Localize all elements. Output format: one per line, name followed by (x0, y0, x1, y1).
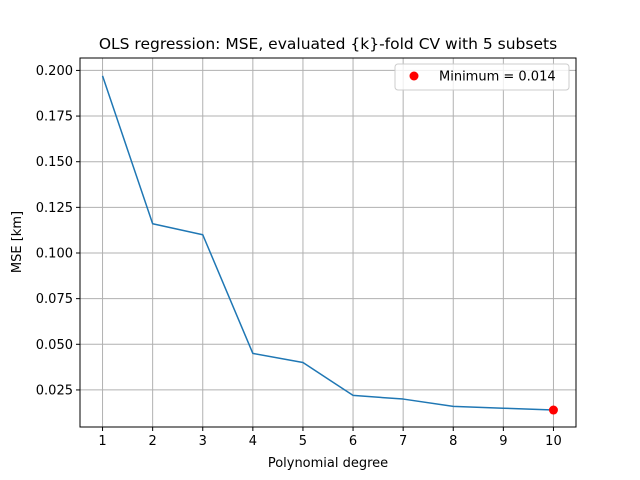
y-tick-label: 0.075 (36, 292, 73, 307)
x-tick-label: 5 (299, 434, 307, 449)
x-tick-label: 2 (149, 434, 157, 449)
x-tick-label: 4 (249, 434, 257, 449)
x-tick-label: 7 (399, 434, 407, 449)
axis-ticks: 1 2 3 4 5 6 7 8 9 10 0.025 0.050 0.075 0.100 0.125 0.15… (36, 64, 562, 449)
legend-marker (409, 71, 419, 81)
x-tick-label: 6 (349, 434, 357, 449)
x-tick-label: 9 (499, 434, 507, 449)
x-tick-label: 8 (449, 434, 457, 449)
legend-label: Minimum = 0.014 (439, 70, 556, 85)
series-area (101, 75, 558, 415)
mse-series-line (101, 75, 554, 411)
y-tick-label: 0.200 (36, 64, 73, 79)
legend-box (394, 63, 570, 91)
y-tick-label: 0.100 (36, 246, 73, 261)
minimum-marker (548, 405, 558, 415)
x-tick-label: 3 (199, 434, 207, 449)
y-tick-label: 0.125 (36, 201, 73, 216)
y-tick-label: 0.150 (36, 155, 73, 170)
y-tick-label: 0.175 (36, 110, 73, 125)
legend: Minimum = 0.014 (394, 63, 570, 91)
x-axis-label: Polynomial degree (268, 456, 388, 471)
y-tick-label: 0.025 (36, 383, 73, 398)
y-axis-label: MSE [km] (10, 211, 25, 273)
y-tick-label: 0.050 (36, 338, 73, 353)
plot-frame (79, 57, 577, 428)
chart-title: OLS regression: MSE, evaluated {k}-fold … (99, 35, 557, 53)
grid (80, 58, 576, 427)
x-tick-label: 1 (98, 434, 106, 449)
x-tick-label: 10 (545, 434, 562, 449)
